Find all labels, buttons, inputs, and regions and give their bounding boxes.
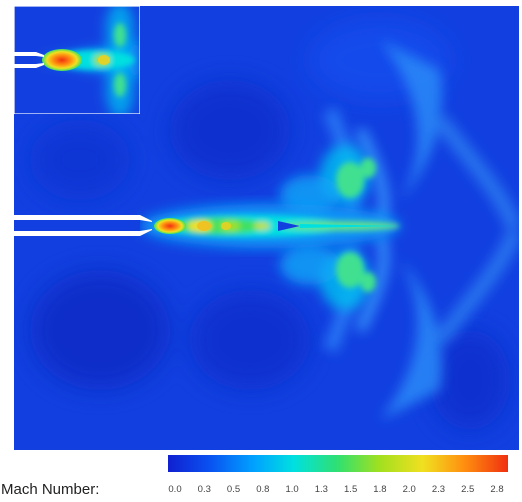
colorbar-tick-label: 1.3 bbox=[314, 484, 328, 495]
colorbar-tick-label: 2.0 bbox=[402, 484, 416, 495]
colorbar-tick-label: 0.3 bbox=[197, 484, 211, 495]
colorbar-gradient bbox=[168, 455, 508, 472]
colorbar-tick-label: 0.5 bbox=[226, 484, 241, 495]
colorbar-tick-label: 0.0 bbox=[168, 484, 182, 495]
colorbar-tick-label: 2.8 bbox=[490, 484, 504, 495]
main-field bbox=[14, 6, 519, 450]
nozzle-walls bbox=[14, 215, 152, 236]
colorbar-tick-label: 2.3 bbox=[431, 484, 446, 495]
colorbar-tick-label: 1.8 bbox=[373, 484, 387, 495]
jet-core-shock-cell bbox=[154, 218, 400, 234]
inset-zoom-view bbox=[14, 6, 140, 114]
colorbar-tick-label: 1.5 bbox=[344, 484, 358, 495]
colorbar-tick-label: 0.8 bbox=[256, 484, 270, 495]
colorbar-tick-label: 2.5 bbox=[461, 484, 475, 495]
colorbar-tick-label: 1.0 bbox=[285, 484, 299, 495]
colorbar-title: Mach Number: bbox=[1, 481, 100, 498]
